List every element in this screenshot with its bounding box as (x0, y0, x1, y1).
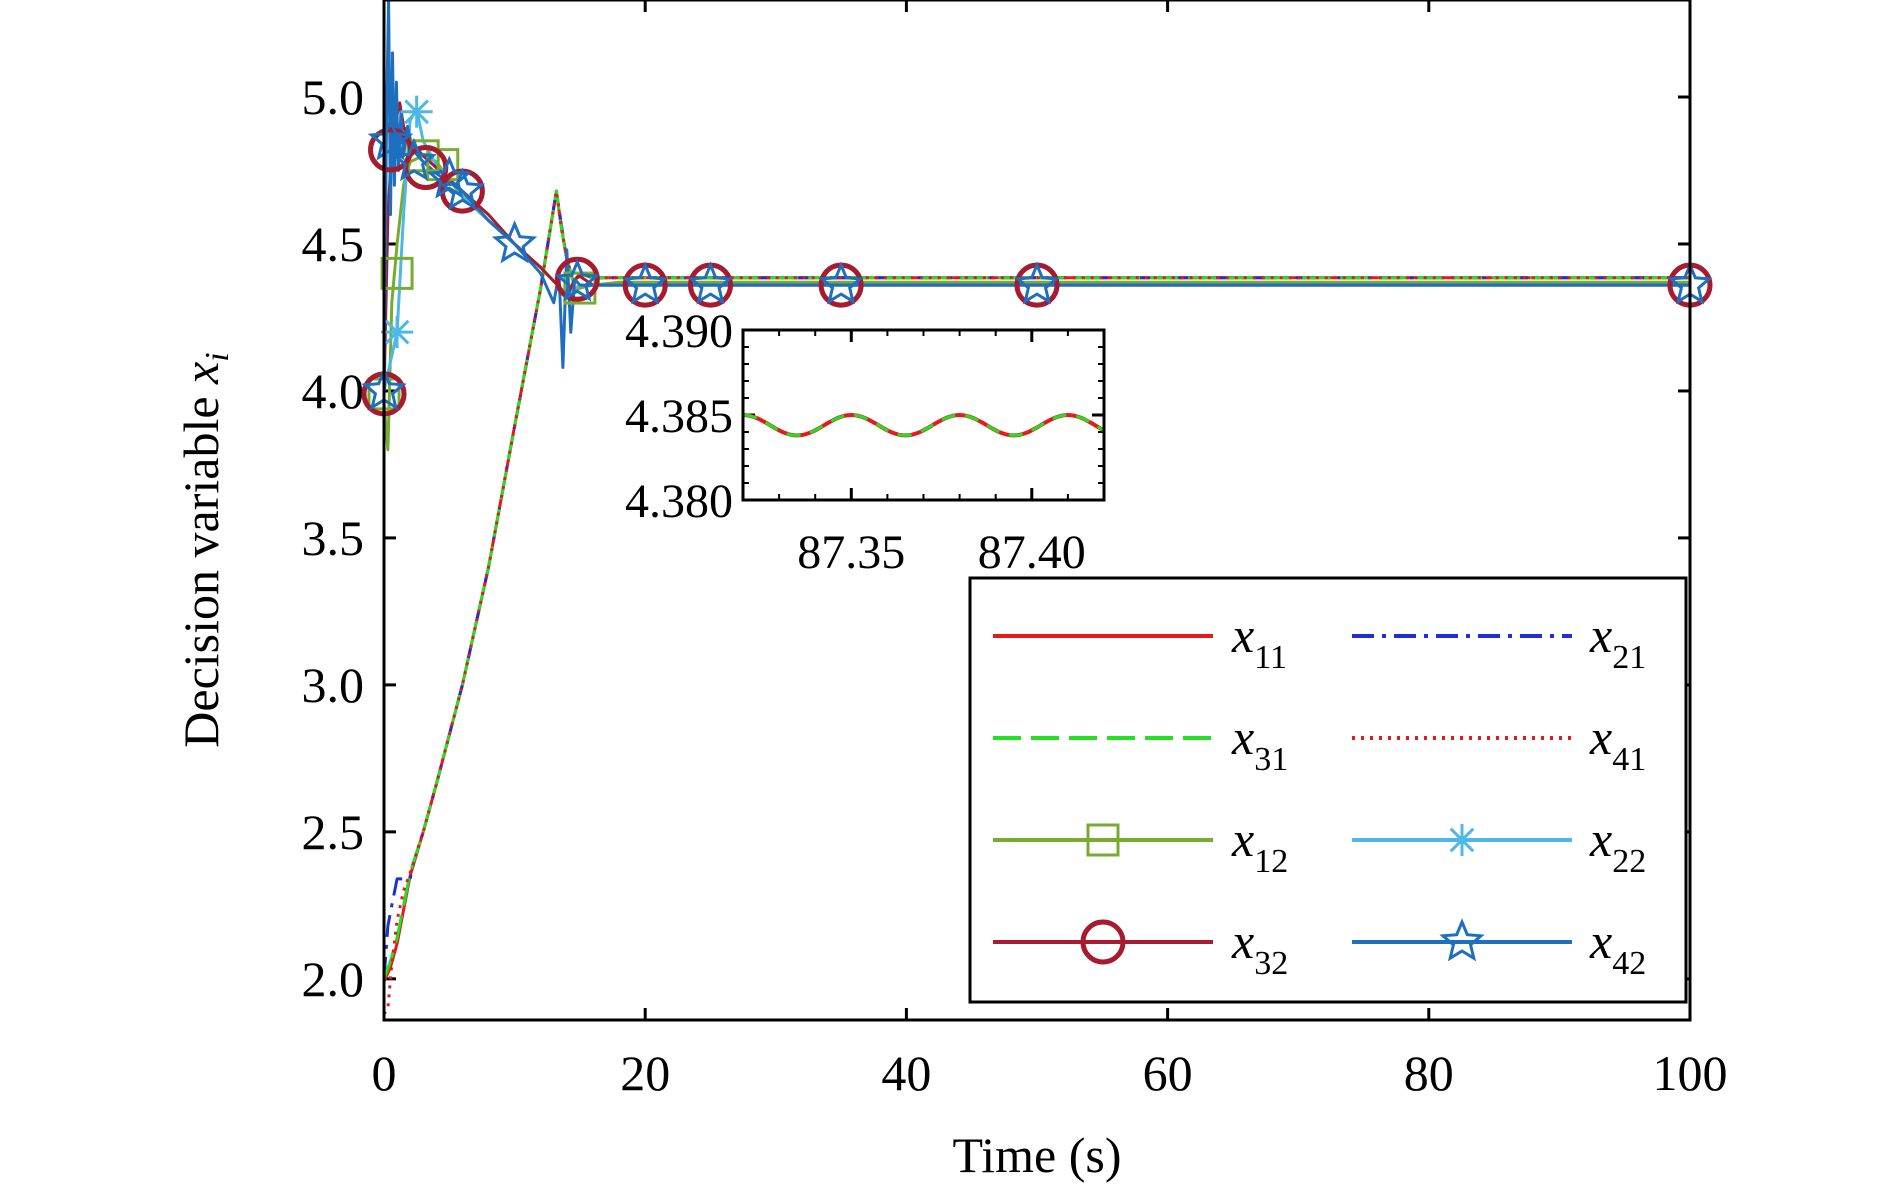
y-tick-label: 5.0 (302, 69, 365, 125)
x-axis-label: Time (s) (952, 1127, 1121, 1183)
y-tick-label: 3.5 (302, 510, 365, 566)
x-tick-label: 80 (1404, 1045, 1454, 1101)
marker-x22 (381, 316, 414, 349)
inset-frame (741, 328, 1106, 502)
legend-label: x31 (1231, 709, 1288, 778)
legend-label: x11 (1231, 607, 1287, 676)
y-tick-label: 2.5 (302, 804, 365, 860)
marker-x42 (554, 258, 601, 302)
inset-y-tick-label: 4.390 (625, 305, 733, 358)
y-tick-label: 4.5 (302, 216, 365, 272)
axis-ticks: 0 20 40 60 80 100 2.0 2.5 3.0 3.5 4.0 4.5 5.0 (302, 0, 1728, 1101)
legend-label: x12 (1231, 811, 1288, 880)
inset-plot: 87.35 87.40 4.380 4.385 4.390 (625, 305, 1106, 579)
marker-x42 (622, 261, 668, 305)
y-axis-label: Decision variable xi (173, 352, 236, 747)
marker-x42 (818, 261, 864, 305)
marker-x42 (1014, 261, 1060, 305)
inset-background (743, 330, 1104, 500)
legend-label: x41 (1589, 709, 1646, 778)
legend-entry-x32: x32 (993, 913, 1288, 982)
inset-line-green (742, 413, 1105, 437)
marker-x42 (439, 167, 486, 211)
marker-x12 (380, 256, 414, 290)
main-plot: 0 20 40 60 80 100 2.0 2.5 3.0 3.5 4.0 4.5 5.0 Time (s… (173, 0, 1728, 1183)
x-tick-label: 20 (620, 1045, 670, 1101)
y-tick-label: 3.0 (302, 657, 365, 713)
x-tick-label: 0 (372, 1045, 397, 1101)
marker-x42 (687, 261, 734, 305)
legend-marker (1086, 823, 1120, 857)
y-tick-label: 2.0 (302, 951, 365, 1007)
x-tick-label: 100 (1653, 1045, 1728, 1101)
legend-label: x22 (1589, 811, 1646, 880)
inset-x-tick-label: 87.40 (978, 526, 1086, 579)
legend-marker (1439, 918, 1485, 962)
legend-label: x32 (1231, 913, 1288, 982)
marker-x42 (391, 137, 437, 182)
series-line-x42 (384, 0, 1690, 392)
inset-y-tick-label: 4.380 (625, 475, 733, 528)
marker-x42 (491, 220, 538, 264)
x-tick-label: 40 (881, 1045, 931, 1101)
legend-entry-x22: x22 (1352, 811, 1646, 880)
legend-entry-x41: x41 (1352, 709, 1646, 778)
marker-x22 (400, 95, 433, 128)
inset-y-tick-label: 4.385 (625, 390, 733, 443)
legend-marker (1080, 919, 1126, 965)
legend-entry-x21: x21 (1352, 607, 1646, 676)
legend-entry-x31: x31 (993, 709, 1288, 778)
legend-entry-x42: x42 (1352, 913, 1646, 982)
legend-entry-x12: x12 (993, 811, 1288, 880)
inset-x-tick-label: 87.35 (797, 526, 905, 579)
legend-marker (1446, 824, 1478, 856)
series-markers (361, 95, 1713, 417)
marker-x42 (367, 117, 414, 161)
legend-entry-x11: x11 (993, 607, 1287, 676)
legend-label: x21 (1589, 607, 1646, 676)
y-tick-label: 4.0 (302, 363, 365, 419)
legend-box (968, 576, 1688, 1004)
x-tick-label: 60 (1143, 1045, 1193, 1101)
legend-label: x42 (1589, 913, 1646, 982)
legend: x11 x21 x31 x41 x12 x22 x32 x42 (968, 576, 1688, 1004)
plot-frame (382, 0, 1692, 1022)
